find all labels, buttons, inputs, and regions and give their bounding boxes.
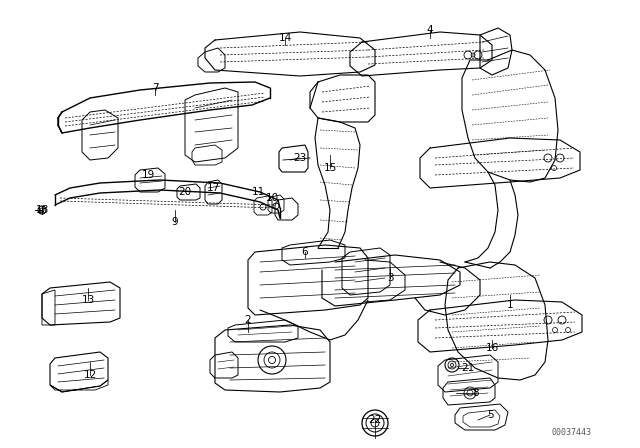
Text: 8: 8 (473, 388, 479, 398)
Text: 21: 21 (461, 363, 475, 373)
Text: 9: 9 (172, 217, 179, 227)
Text: 19: 19 (141, 170, 155, 180)
Text: 12: 12 (83, 370, 97, 380)
Text: 7: 7 (152, 83, 158, 93)
Text: 16: 16 (485, 343, 499, 353)
Text: 13: 13 (81, 295, 95, 305)
Text: 1: 1 (507, 300, 513, 310)
Text: 10: 10 (266, 193, 278, 203)
Text: 18: 18 (35, 205, 49, 215)
Text: 14: 14 (278, 33, 292, 43)
Text: 2: 2 (244, 315, 252, 325)
Text: 4: 4 (427, 25, 433, 35)
Text: 3: 3 (387, 273, 394, 283)
Text: 00037443: 00037443 (552, 427, 592, 436)
Text: 5: 5 (486, 410, 493, 420)
Text: 15: 15 (323, 163, 337, 173)
Text: 17: 17 (206, 183, 220, 193)
Text: 22: 22 (369, 415, 381, 425)
Text: 20: 20 (179, 187, 191, 197)
Text: 23: 23 (293, 153, 307, 163)
Text: 11: 11 (252, 187, 264, 197)
Text: 6: 6 (301, 247, 308, 257)
